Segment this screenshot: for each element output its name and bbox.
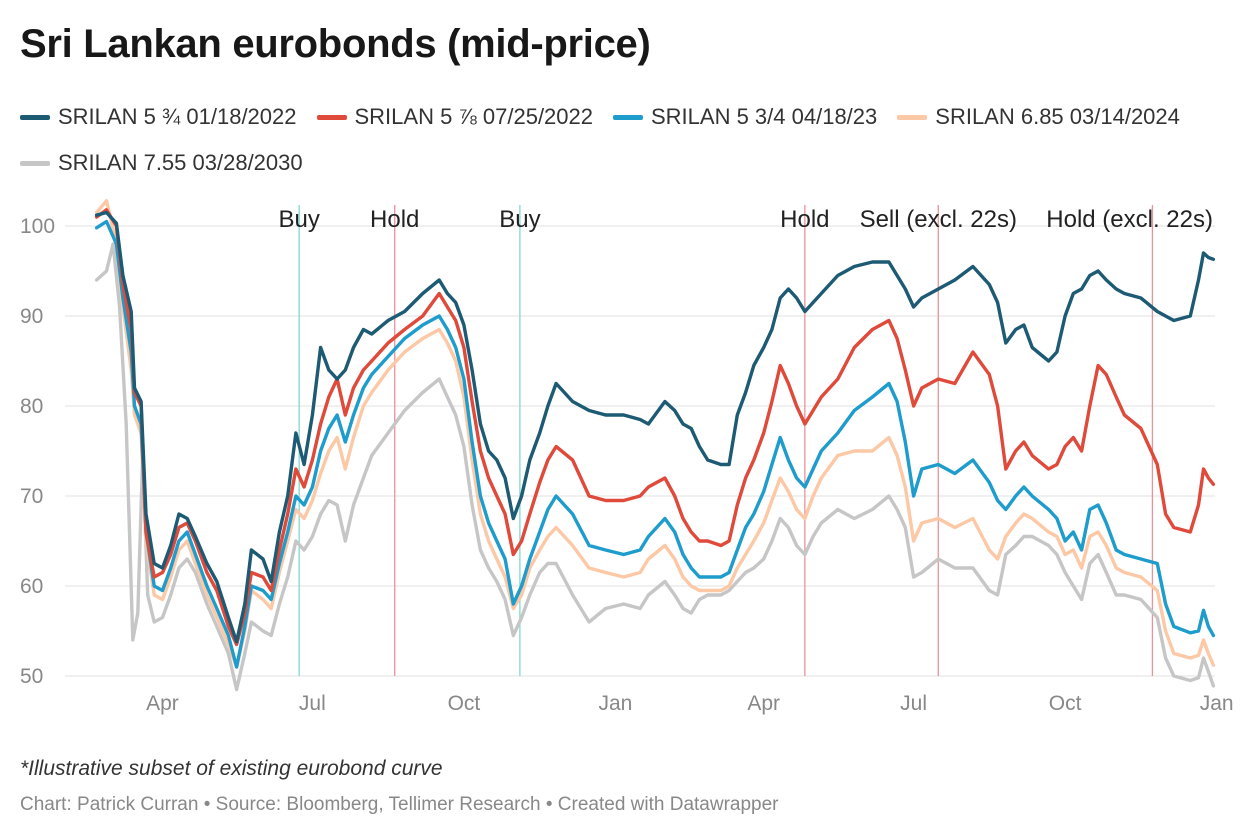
legend-swatch: [897, 114, 928, 120]
legend-swatch: [613, 114, 643, 120]
y-tick-label: 50: [20, 665, 43, 688]
credit-source: Source: Bloomberg, Tellimer Research: [215, 794, 541, 815]
x-tick-label: Apr: [146, 692, 179, 715]
credit-separator: •: [540, 794, 558, 815]
series-line: [94, 242, 1216, 692]
chart-legend: SRILAN 5 ¾ 01/18/2022 SRILAN 5 ⅞ 07/25/20…: [20, 94, 1220, 186]
y-tick-label: 80: [20, 395, 43, 418]
annotation-label: Buy: [499, 206, 540, 233]
legend-item: SRILAN 7.55 03/28/2030: [20, 140, 303, 186]
x-tick-label: Oct: [448, 692, 481, 715]
annotation-label: Hold (excl. 22s): [1046, 206, 1213, 233]
series-line: [94, 219, 1216, 669]
credit-created-with: Created with Datawrapper: [557, 794, 779, 815]
credit-chart: Chart: Patrick Curran: [20, 794, 199, 815]
legend-label: SRILAN 6.85 03/14/2024: [935, 104, 1180, 129]
y-tick-label: 70: [20, 485, 43, 508]
series-line: [94, 210, 1216, 644]
x-tick-label: Jul: [900, 692, 927, 715]
annotation-label: Buy: [279, 206, 320, 233]
y-tick-label: 60: [20, 575, 43, 598]
y-tick-label: 90: [20, 305, 43, 328]
annotation-label: Hold: [370, 206, 419, 233]
x-tick-label: Jan: [1200, 692, 1234, 715]
series-line: [94, 208, 1216, 647]
legend-label: SRILAN 5 3/4 04/18/23: [651, 104, 878, 129]
line-chart: 50 60 70 80 90 100 Buy Hold Buy Hold Sell (excl. 2…: [20, 199, 1234, 715]
legend-swatch: [316, 114, 347, 120]
legend-label: SRILAN 5 ⅞ 07/25/2022: [354, 104, 594, 129]
legend-item: SRILAN 5 3/4 04/18/23: [613, 94, 877, 140]
legend-item: SRILAN 5 ¾ 01/18/2022: [20, 94, 297, 140]
chart-note: *Illustrative subset of existing eurobon…: [20, 757, 443, 780]
legend-swatch: [20, 114, 50, 120]
chart-credit: Chart: Patrick Curran • Source: Bloomber…: [20, 794, 779, 816]
credit-separator: •: [198, 794, 216, 815]
annotation-label: Sell (excl. 22s): [860, 206, 1017, 233]
x-tick-label: Jan: [599, 692, 633, 715]
legend-label: SRILAN 5 ¾ 01/18/2022: [58, 104, 297, 129]
x-tick-label: Oct: [1049, 692, 1082, 715]
x-tick-label: Apr: [747, 692, 780, 715]
legend-swatch: [20, 160, 50, 166]
chart-title: Sri Lankan eurobonds (mid-price): [20, 22, 651, 66]
legend-item: SRILAN 6.85 03/14/2024: [897, 94, 1180, 140]
annotation-label: Hold: [780, 206, 829, 233]
y-tick-label: 100: [20, 215, 55, 238]
series-line: [94, 199, 1216, 669]
legend-item: SRILAN 5 ⅞ 07/25/2022: [316, 94, 594, 140]
legend-label: SRILAN 7.55 03/28/2030: [58, 150, 303, 175]
x-tick-label: Jul: [299, 692, 326, 715]
